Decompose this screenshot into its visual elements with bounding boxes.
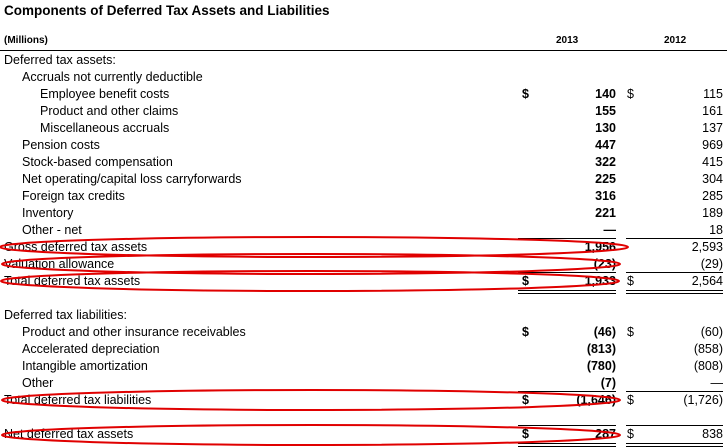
value-2012: — <box>710 376 724 390</box>
table-row: Product and other insurance receivables … <box>0 324 727 341</box>
total-double-rule-2013 <box>518 290 616 294</box>
highlight-oval-total-liabilities <box>1 389 621 411</box>
value-2013: 322 <box>595 155 616 169</box>
row-label: Employee benefit costs <box>40 87 170 101</box>
table-row: Inventory 221 189 <box>0 205 727 222</box>
table-row: Miscellaneous accruals 130 137 <box>0 120 727 137</box>
table-row: Total deferred tax assets $ 1,933 $ 2,56… <box>0 273 727 290</box>
row-label: Total deferred tax liabilities <box>4 393 152 407</box>
value-2012: (29) <box>700 257 723 271</box>
table-row: Deferred tax liabilities: <box>0 307 727 324</box>
table-row: Foreign tax credits 316 285 <box>0 188 727 205</box>
value-2013: 447 <box>595 138 616 152</box>
dollar-sign-2012: $ <box>627 325 634 339</box>
subtotal-rule-2012 <box>626 391 723 392</box>
value-2013: (780) <box>586 359 616 373</box>
value-2013: 225 <box>595 172 616 186</box>
row-label: Accelerated depreciation <box>22 342 160 356</box>
value-2012: 838 <box>702 427 723 441</box>
subtotal-rule-2012 <box>626 425 723 426</box>
row-label: Product and other insurance receivables <box>22 325 246 339</box>
dollar-sign-2012: $ <box>627 274 634 288</box>
value-2012: 415 <box>702 155 723 169</box>
dollar-sign-2012: $ <box>627 427 634 441</box>
table-row: Employee benefit costs $ 140 $ 115 <box>0 86 727 103</box>
value-2013: (46) <box>593 325 616 339</box>
table-title: Components of Deferred Tax Assets and Li… <box>4 3 330 18</box>
row-label: Inventory <box>22 206 74 220</box>
table-row: Net operating/capital loss carryforwards… <box>0 171 727 188</box>
dollar-sign-2013: $ <box>522 325 529 339</box>
row-label: Deferred tax assets: <box>4 53 116 67</box>
highlight-oval-valuation-allowance <box>1 253 621 275</box>
value-2012: 969 <box>702 138 723 152</box>
row-label: Product and other claims <box>40 104 179 118</box>
value-2012: 18 <box>709 223 723 237</box>
table-row: Accelerated depreciation (813) (858) <box>0 341 727 358</box>
units-header: (Millions) <box>4 35 48 46</box>
value-2012: (808) <box>693 359 723 373</box>
subtotal-rule-2012 <box>626 272 723 273</box>
value-2013: 130 <box>595 121 616 135</box>
dollar-sign-2013: $ <box>522 274 529 288</box>
table-row: Intangible amortization (780) (808) <box>0 358 727 375</box>
value-2012: 115 <box>703 87 723 101</box>
value-2012: 2,564 <box>691 274 723 288</box>
subtotal-rule-2013 <box>518 272 616 273</box>
table-row: Stock-based compensation 322 415 <box>0 154 727 171</box>
value-2013: (813) <box>586 342 616 356</box>
value-2012: 304 <box>702 172 723 186</box>
value-2013: — <box>603 223 617 237</box>
dollar-sign-2012: $ <box>627 393 634 407</box>
value-2012: (1,726) <box>683 393 723 407</box>
row-label: Net operating/capital loss carryforwards <box>22 172 242 186</box>
row-label: Miscellaneous accruals <box>40 121 170 135</box>
row-label: Other - net <box>22 223 82 237</box>
row-label: Intangible amortization <box>22 359 148 373</box>
value-2012: 2,593 <box>691 240 723 254</box>
dollar-sign-2012: $ <box>627 87 634 101</box>
value-2013: 221 <box>595 206 616 220</box>
row-label: Accruals not currently deductible <box>22 70 203 84</box>
value-2013: 316 <box>595 189 616 203</box>
value-2013: 155 <box>595 104 616 118</box>
table-row: Other (7) — <box>0 375 727 392</box>
value-2013: 140 <box>595 87 616 101</box>
subtotal-rule-2012 <box>626 238 723 239</box>
value-2012: 161 <box>702 104 723 118</box>
table-row: Deferred tax assets: <box>0 52 727 69</box>
subtotal-rule-2013 <box>518 238 616 239</box>
row-label: Total deferred tax assets <box>4 274 141 288</box>
row-label: Other <box>22 376 54 390</box>
header-rule <box>0 50 727 51</box>
row-label: Foreign tax credits <box>22 189 125 203</box>
table-row: Gross deferred tax assets 1,956 2,593 <box>0 239 727 256</box>
value-2012: 285 <box>702 189 723 203</box>
column-header-2012: 2012 <box>664 35 687 46</box>
total-double-rule-2012 <box>626 290 723 294</box>
highlight-oval-total-assets <box>0 270 620 292</box>
row-label: Pension costs <box>22 138 100 152</box>
row-label: Deferred tax liabilities: <box>4 308 127 322</box>
table-row: Other - net — 18 <box>0 222 727 239</box>
dollar-sign-2013: $ <box>522 87 529 101</box>
value-2012: (60) <box>700 325 723 339</box>
row-label: Gross deferred tax assets <box>4 240 148 254</box>
value-2012: 189 <box>702 206 723 220</box>
dollar-sign-2013: $ <box>522 427 529 441</box>
subtotal-rule-2013 <box>518 425 616 426</box>
table-row: Accruals not currently deductible <box>0 69 727 86</box>
highlight-oval-gross-deferred <box>0 236 629 258</box>
table-row: Pension costs 447 969 <box>0 137 727 154</box>
row-label: Stock-based compensation <box>22 155 173 169</box>
highlight-oval-net-deferred <box>1 424 621 446</box>
column-header-2013: 2013 <box>556 35 579 46</box>
table-row: Product and other claims 155 161 <box>0 103 727 120</box>
value-2012: (858) <box>693 342 723 356</box>
subtotal-rule-2013 <box>518 391 616 392</box>
value-2012: 137 <box>702 121 723 135</box>
value-2013: (7) <box>600 376 616 390</box>
dollar-sign-2013: $ <box>522 393 529 407</box>
